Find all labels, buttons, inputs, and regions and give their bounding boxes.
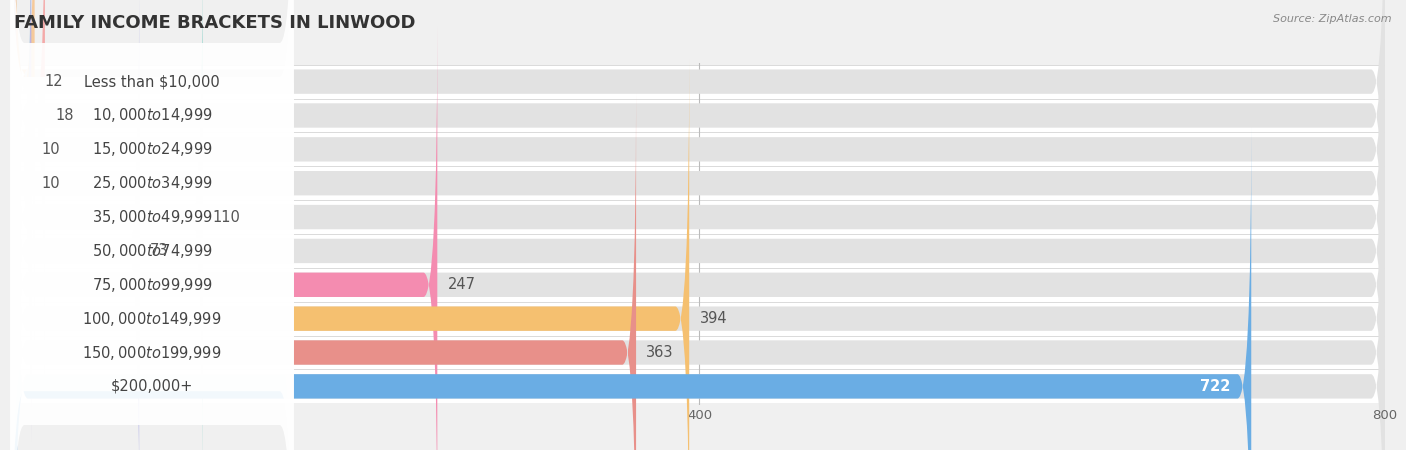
Text: 363: 363: [647, 345, 673, 360]
FancyBboxPatch shape: [0, 268, 1406, 302]
FancyBboxPatch shape: [11, 77, 294, 450]
FancyBboxPatch shape: [14, 26, 1385, 450]
FancyBboxPatch shape: [0, 336, 1406, 369]
FancyBboxPatch shape: [11, 0, 294, 450]
FancyBboxPatch shape: [14, 0, 31, 408]
FancyBboxPatch shape: [14, 0, 139, 450]
FancyBboxPatch shape: [14, 0, 31, 442]
FancyBboxPatch shape: [11, 0, 294, 450]
FancyBboxPatch shape: [14, 60, 1385, 450]
Text: Source: ZipAtlas.com: Source: ZipAtlas.com: [1274, 14, 1392, 23]
FancyBboxPatch shape: [14, 0, 1385, 450]
FancyBboxPatch shape: [11, 9, 294, 450]
Text: 722: 722: [1201, 379, 1230, 394]
FancyBboxPatch shape: [11, 0, 294, 391]
FancyBboxPatch shape: [14, 0, 1385, 450]
FancyBboxPatch shape: [11, 0, 294, 450]
Text: FAMILY INCOME BRACKETS IN LINWOOD: FAMILY INCOME BRACKETS IN LINWOOD: [14, 14, 416, 32]
FancyBboxPatch shape: [14, 0, 202, 450]
FancyBboxPatch shape: [14, 26, 437, 450]
Text: $75,000 to $99,999: $75,000 to $99,999: [91, 276, 212, 294]
FancyBboxPatch shape: [14, 128, 1251, 450]
FancyBboxPatch shape: [11, 0, 294, 425]
FancyBboxPatch shape: [14, 0, 45, 374]
Text: 12: 12: [45, 74, 63, 89]
Text: 10: 10: [42, 142, 60, 157]
FancyBboxPatch shape: [14, 0, 1385, 408]
Text: 394: 394: [700, 311, 727, 326]
FancyBboxPatch shape: [14, 0, 1385, 442]
FancyBboxPatch shape: [14, 128, 1385, 450]
FancyBboxPatch shape: [11, 0, 294, 450]
Text: 247: 247: [447, 277, 475, 292]
FancyBboxPatch shape: [0, 200, 1406, 234]
Text: $25,000 to $34,999: $25,000 to $34,999: [91, 174, 212, 192]
FancyBboxPatch shape: [14, 0, 1385, 340]
Text: 18: 18: [55, 108, 73, 123]
Text: 73: 73: [149, 243, 167, 258]
Text: $100,000 to $149,999: $100,000 to $149,999: [83, 310, 222, 328]
FancyBboxPatch shape: [0, 234, 1406, 268]
FancyBboxPatch shape: [14, 94, 636, 450]
Text: $50,000 to $74,999: $50,000 to $74,999: [91, 242, 212, 260]
FancyBboxPatch shape: [11, 43, 294, 450]
FancyBboxPatch shape: [0, 65, 1406, 99]
FancyBboxPatch shape: [14, 94, 1385, 450]
FancyBboxPatch shape: [0, 369, 1406, 403]
Text: 10: 10: [42, 176, 60, 191]
Text: 110: 110: [212, 210, 240, 225]
Text: $15,000 to $24,999: $15,000 to $24,999: [91, 140, 212, 158]
FancyBboxPatch shape: [14, 60, 689, 450]
FancyBboxPatch shape: [0, 302, 1406, 336]
FancyBboxPatch shape: [0, 99, 1406, 132]
FancyBboxPatch shape: [0, 166, 1406, 200]
Text: $150,000 to $199,999: $150,000 to $199,999: [83, 343, 222, 361]
Text: $200,000+: $200,000+: [111, 379, 193, 394]
FancyBboxPatch shape: [0, 132, 1406, 166]
FancyBboxPatch shape: [11, 0, 294, 450]
Text: Less than $10,000: Less than $10,000: [84, 74, 219, 89]
FancyBboxPatch shape: [14, 0, 35, 340]
Text: $10,000 to $14,999: $10,000 to $14,999: [91, 107, 212, 125]
Text: $35,000 to $49,999: $35,000 to $49,999: [91, 208, 212, 226]
FancyBboxPatch shape: [14, 0, 1385, 374]
